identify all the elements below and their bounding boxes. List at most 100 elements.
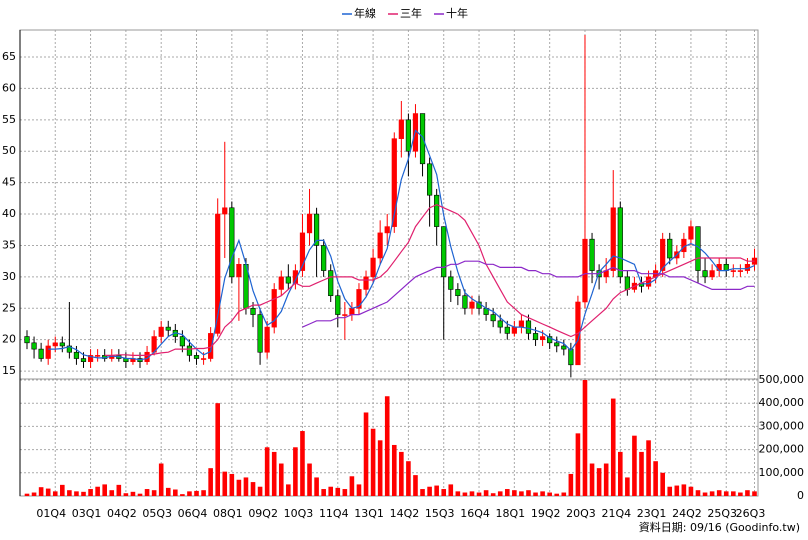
volume-bar: [695, 490, 701, 496]
y-tick-label: 25: [2, 301, 16, 314]
volume-bar: [618, 451, 623, 496]
volume-bar: [582, 380, 588, 496]
candle-body: [222, 207, 228, 215]
candle-body: [158, 326, 164, 337]
candle-body: [285, 276, 291, 284]
volume-bar: [271, 451, 277, 496]
volume-bar: [88, 489, 93, 496]
volume-bar: [497, 491, 503, 496]
x-tick-label: 10Q3: [284, 507, 314, 520]
candle-body: [200, 358, 207, 360]
candle-body: [490, 314, 496, 322]
y2-tick-label: 100,000: [759, 466, 805, 479]
volume-bar: [391, 444, 397, 496]
candle-body: [349, 307, 355, 315]
volume-bar: [603, 463, 609, 496]
volume-bar: [462, 492, 468, 496]
volume-bar: [476, 492, 482, 496]
volume-bar: [173, 489, 178, 496]
volume-bar: [123, 493, 129, 496]
volume-bar: [194, 490, 199, 496]
candle-body: [497, 320, 503, 328]
legend-label: 十年: [446, 6, 468, 20]
candle-body: [511, 326, 517, 334]
volume-bar: [293, 447, 298, 496]
volume-bar: [264, 447, 270, 496]
volume-bar: [745, 490, 750, 496]
volume-bar: [519, 491, 524, 496]
candle-body: [73, 351, 80, 359]
volume-bar: [370, 428, 376, 496]
x-tick-label: 21Q4: [601, 507, 631, 520]
volume-bar: [702, 492, 708, 496]
candle-body: [24, 336, 30, 344]
x-tick-label: 23Q1: [637, 507, 667, 520]
volume-bar: [646, 440, 651, 496]
y-tick-label: 40: [2, 207, 16, 220]
volume-bar: [596, 468, 602, 496]
volume-bar: [137, 493, 143, 496]
x-tick-label: 24Q2: [672, 507, 702, 520]
volume-bar: [165, 487, 171, 496]
volume-bar: [151, 490, 157, 496]
candle-body: [441, 226, 447, 278]
x-tick-label: 18Q1: [496, 507, 526, 520]
x-tick-label: 08Q1: [213, 507, 243, 520]
candle-body: [455, 289, 461, 297]
candle-body: [518, 320, 525, 328]
volume-bar: [399, 451, 404, 496]
candle-body: [660, 238, 666, 271]
y-tick-label: 35: [2, 238, 16, 251]
y-tick-label: 55: [2, 113, 16, 126]
candle-body: [250, 307, 256, 315]
volume-bar: [427, 486, 432, 496]
volume-bar: [512, 490, 517, 496]
y2-tick-label: 200,000: [759, 443, 805, 456]
candle-body: [398, 119, 404, 139]
candle-body: [321, 245, 327, 271]
volume-bar: [144, 489, 150, 496]
volume-bar: [752, 491, 757, 496]
candle-body: [38, 348, 44, 359]
candle-body: [730, 270, 736, 272]
volume-bar: [441, 489, 447, 496]
volume-bar: [45, 488, 51, 496]
volume-bar: [81, 491, 86, 496]
volume-bar: [639, 451, 644, 496]
candle-body: [95, 355, 101, 357]
volume-bar: [74, 491, 79, 496]
candle-body: [645, 276, 652, 287]
volume-bar: [208, 468, 213, 496]
volume-bar: [356, 484, 362, 496]
volume-bar: [335, 487, 341, 496]
candle-body: [624, 276, 630, 290]
candle-body: [667, 238, 673, 259]
candle-body: [525, 320, 532, 334]
candle-body: [610, 207, 616, 271]
volume-bar: [490, 493, 496, 496]
volume-bar: [158, 463, 164, 496]
x-tick-label: 05Q3: [142, 507, 172, 520]
volume-bar: [187, 491, 192, 496]
volume-bar: [300, 431, 305, 496]
candle-body: [688, 226, 694, 240]
candle-body: [165, 326, 171, 331]
candle-body: [335, 295, 341, 315]
volume-bar: [67, 490, 72, 496]
candle-body: [391, 138, 397, 227]
volume-bar: [102, 484, 107, 496]
volume-bar: [540, 491, 545, 496]
volume-bar: [229, 473, 235, 496]
ma-line: [302, 260, 755, 328]
candle-body: [87, 355, 94, 362]
candle-body: [278, 276, 284, 290]
candle-body: [582, 238, 588, 303]
candle-body: [434, 194, 440, 227]
candle-body: [448, 276, 454, 290]
candle-body: [356, 289, 362, 309]
candle-body: [313, 213, 320, 246]
candle-body: [208, 333, 214, 359]
volume-bar: [349, 476, 355, 496]
candle-body: [264, 326, 270, 353]
